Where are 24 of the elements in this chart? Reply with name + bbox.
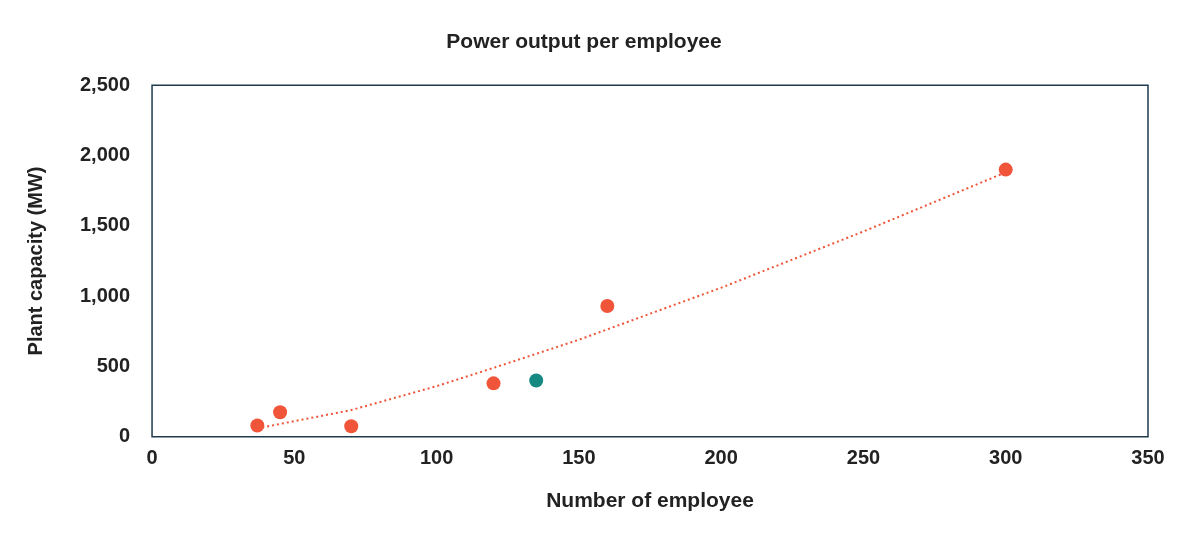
y-axis-title: Plant capacity (MW) (23, 166, 46, 356)
chart-title: Power output per employee (446, 29, 722, 53)
x-axis-title: Number of employee (546, 488, 754, 512)
x-tick-label: 100 (419, 446, 454, 469)
x-tick-label: 350 (1131, 446, 1165, 469)
point (250, 418, 265, 433)
y-tick-label: 1,000 (79, 283, 131, 306)
point (273, 405, 288, 420)
x-tick-label: 250 (846, 446, 881, 469)
point (998, 162, 1013, 177)
point (486, 376, 501, 391)
point (529, 373, 544, 388)
y-tick-label: 1,500 (79, 213, 131, 236)
x-tick-label: 200 (704, 446, 738, 469)
x-tick-label: 150 (562, 446, 596, 469)
x-tick-label: 300 (989, 446, 1023, 469)
y-tick-label: 500 (96, 354, 131, 376)
point (600, 299, 615, 314)
x-tick-label: 50 (283, 446, 306, 469)
x-tick-label: 0 (146, 446, 158, 469)
y-tick-label: 0 (118, 424, 131, 447)
y-tick-label: 2,000 (79, 143, 131, 166)
y-tick-label: 2,500 (79, 72, 131, 95)
point (344, 419, 359, 434)
